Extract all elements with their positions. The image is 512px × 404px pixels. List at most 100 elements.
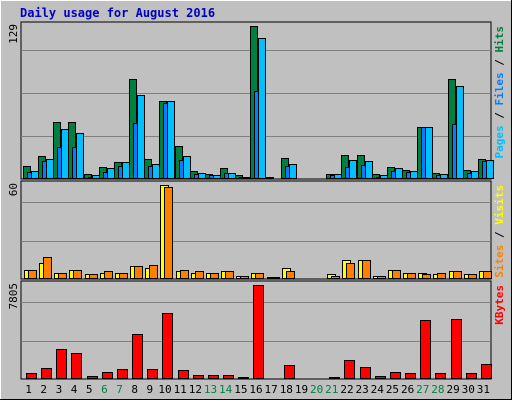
- day-label-13: 13: [204, 383, 217, 396]
- bar-sites-day-30: [468, 274, 477, 279]
- bar-sites-day-11: [180, 270, 189, 279]
- bar-sites-day-4: [73, 270, 82, 279]
- bar-pages-day-18: [289, 164, 297, 179]
- day-label-18: 18: [280, 383, 293, 396]
- bar-kbytes-day-24: [375, 376, 386, 379]
- day-label-22: 22: [340, 383, 353, 396]
- bar-kbytes-day-18: [284, 365, 295, 379]
- day-label-15: 15: [234, 383, 247, 396]
- bar-kbytes-day-16: [253, 285, 264, 379]
- panel-middle: 60 Sites / Visits: [7, 180, 506, 280]
- bar-hits-day-17: [266, 177, 274, 179]
- chart-title: Daily usage for August 2016: [20, 6, 215, 20]
- bar-kbytes-day-27: [420, 320, 431, 379]
- bar-sites-day-3: [58, 273, 67, 279]
- legend-entry: Pages: [493, 125, 506, 158]
- bar-sites-day-25: [392, 270, 401, 279]
- plot-area: [20, 180, 492, 280]
- day-label-20: 20: [310, 383, 323, 396]
- bar-sites-day-12: [195, 271, 204, 279]
- bar-kbytes-day-26: [405, 373, 416, 379]
- legend-entry: Visits: [493, 185, 506, 225]
- bar-sites-day-7: [119, 273, 128, 279]
- bar-pages-day-11: [183, 156, 191, 179]
- panels: 129 Pages / Files / Hits 60 Sites / Visits 7…: [7, 21, 506, 380]
- bar-kbytes-day-14: [223, 375, 234, 379]
- day-label-25: 25: [386, 383, 399, 396]
- bar-kbytes-day-30: [466, 373, 477, 379]
- bar-sites-day-29: [453, 271, 462, 279]
- day-label-3: 3: [56, 383, 63, 396]
- bar-kbytes-day-2: [41, 368, 52, 379]
- day-label-12: 12: [189, 383, 202, 396]
- bar-sites-day-16: [255, 273, 264, 279]
- day-label-31: 31: [477, 383, 490, 396]
- bar-pages-day-1: [31, 171, 39, 179]
- bar-sites-day-5: [89, 274, 98, 279]
- legend-top: Pages / Files / Hits: [493, 26, 506, 159]
- bar-kbytes-day-12: [193, 375, 204, 379]
- day-label-30: 30: [462, 383, 475, 396]
- bar-pages-day-13: [213, 175, 221, 179]
- legend-entry: Files: [493, 72, 506, 105]
- legend-separator: /: [493, 225, 506, 245]
- legend-entry: Hits: [493, 26, 506, 53]
- bar-kbytes-day-8: [132, 334, 143, 379]
- bar-pages-day-3: [61, 129, 69, 179]
- day-label-11: 11: [174, 383, 187, 396]
- day-label-28: 28: [431, 383, 444, 396]
- bar-sites-day-31: [483, 271, 492, 279]
- bar-pages-day-29: [456, 86, 464, 179]
- bar-sites-day-2: [43, 257, 52, 279]
- day-label-2: 2: [40, 383, 47, 396]
- scale-label-middle: 60: [7, 183, 20, 196]
- bar-pages-day-14: [228, 173, 236, 179]
- legend-separator: /: [493, 53, 506, 73]
- bar-pages-day-22: [349, 160, 357, 179]
- bar-pages-day-5: [92, 175, 100, 179]
- day-label-17: 17: [265, 383, 278, 396]
- legend-bottom: KBytes: [493, 285, 506, 325]
- bar-pages-day-8: [137, 95, 145, 179]
- bar-kbytes-day-15: [238, 377, 249, 379]
- bar-kbytes-day-25: [390, 372, 401, 379]
- day-label-27: 27: [416, 383, 429, 396]
- day-label-21: 21: [325, 383, 338, 396]
- bar-kbytes-day-21: [329, 377, 340, 379]
- bar-pages-day-6: [107, 168, 115, 179]
- bar-pages-day-16: [258, 38, 266, 179]
- bar-sites-day-14: [225, 271, 234, 279]
- day-label-16: 16: [249, 383, 262, 396]
- bar-sites-day-8: [134, 266, 143, 279]
- bar-sites-day-9: [149, 265, 158, 279]
- bar-kbytes-day-3: [56, 349, 67, 379]
- bar-pages-day-25: [395, 168, 403, 179]
- scale-label-top: 129: [7, 24, 20, 44]
- bar-kbytes-day-22: [344, 360, 355, 379]
- bar-pages-day-21: [334, 174, 342, 179]
- bar-kbytes-day-28: [435, 373, 446, 379]
- bar-pages-day-31: [486, 160, 494, 179]
- day-label-8: 8: [131, 383, 138, 396]
- bar-pages-day-26: [410, 171, 418, 179]
- day-label-29: 29: [446, 383, 459, 396]
- bar-pages-day-7: [122, 162, 130, 179]
- bar-kbytes-day-9: [147, 369, 158, 379]
- panel-top: 129 Pages / Files / Hits: [7, 21, 506, 180]
- bar-pages-day-10: [167, 101, 175, 179]
- bar-sites-day-10: [164, 187, 173, 279]
- bar-pages-day-28: [440, 174, 448, 179]
- bar-sites-day-15: [240, 276, 249, 279]
- bar-pages-day-2: [46, 159, 54, 179]
- bar-pages-day-24: [380, 175, 388, 179]
- legend-entry: KBytes: [493, 285, 506, 325]
- legend-separator: /: [493, 106, 506, 126]
- bar-sites-day-22: [346, 263, 355, 279]
- panel-bottom: 7805 KBytes: [7, 280, 506, 380]
- bar-sites-day-13: [210, 273, 219, 279]
- bar-kbytes-day-10: [162, 313, 173, 379]
- day-label-4: 4: [71, 383, 78, 396]
- day-label-7: 7: [116, 383, 123, 396]
- bar-kbytes-day-7: [117, 369, 128, 379]
